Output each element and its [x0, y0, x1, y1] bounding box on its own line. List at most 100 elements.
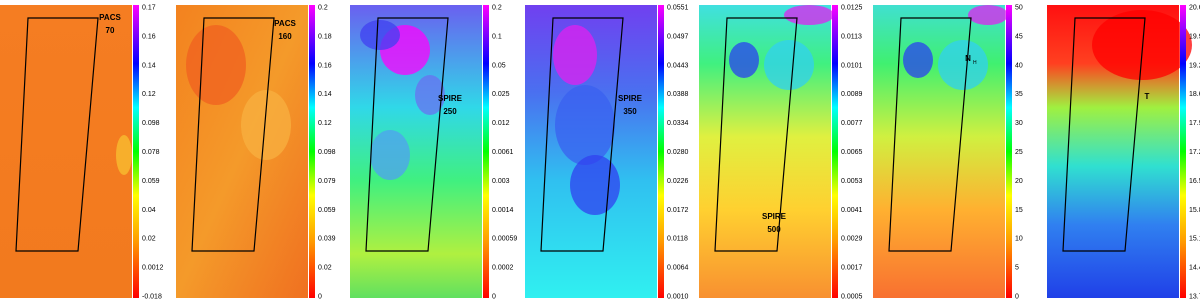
- colorbar-tick-label: 0.12: [318, 120, 332, 127]
- map-feature: [555, 85, 615, 165]
- map-image: [699, 5, 831, 298]
- map-image: [873, 5, 1005, 298]
- panel-label: PACS: [99, 13, 121, 22]
- panel: SPIRE 250 0.2 0.1 0.05 0.025 0.012 0.0061 0.003 0…: [350, 5, 517, 301]
- colorbar-tick-label: 17.2: [1189, 149, 1200, 156]
- colorbar-tick-label: 0.16: [142, 33, 156, 40]
- panel-label-subscript: H: [973, 60, 977, 66]
- colorbar-tick-label: 0.0012: [142, 265, 164, 272]
- colorbar-tick-label: 0.079: [318, 178, 336, 185]
- panel: PACS 160 0.2 0.18 0.16 0.14 0.12 0.098 0.079 0.05…: [176, 5, 336, 301]
- colorbar-tick-label: 0: [1015, 294, 1019, 301]
- colorbar-tick-label: 0.0280: [667, 149, 689, 156]
- panel: SPIRE 500 0.0125 0.0113 0.0101 0.0089 0.0077 0.…: [699, 5, 863, 301]
- colorbar-tick-label: 20.6: [1189, 5, 1200, 12]
- colorbar: [483, 5, 489, 298]
- map-feature: [968, 5, 1008, 25]
- panel-label: SPIRE: [618, 94, 643, 103]
- colorbar-tick-label: 0.098: [318, 149, 336, 156]
- colorbar-tick-label: 0.0101: [841, 62, 863, 69]
- map-feature: [903, 42, 933, 78]
- colorbar-tick-label: 0: [318, 294, 322, 301]
- colorbar-tick-label: 0.012: [492, 120, 510, 127]
- map-feature: [784, 5, 834, 25]
- map-feature: [241, 90, 291, 160]
- map-feature: [764, 40, 814, 90]
- panel-label: T: [1145, 92, 1150, 101]
- panel-label: 70: [106, 26, 115, 35]
- colorbar: [309, 5, 315, 298]
- colorbar-tick-label: 0.0010: [667, 294, 689, 301]
- map-feature: [186, 25, 246, 105]
- colorbar-tick-label: 17.9: [1189, 120, 1200, 127]
- colorbar-tick-label: 0.0002: [492, 265, 514, 272]
- colorbar-tick-label: 18.6: [1189, 91, 1200, 98]
- colorbar-tick-label: 15.1: [1189, 236, 1200, 243]
- colorbar-tick-label: 14.4: [1189, 265, 1200, 272]
- colorbar-tick-label: 30: [1015, 120, 1023, 127]
- colorbar-tick-label: -0.018: [142, 294, 162, 301]
- colorbar-tick-label: 0.02: [318, 265, 332, 272]
- colorbar-tick-label: 0.039: [318, 236, 336, 243]
- panel-label: SPIRE: [438, 94, 463, 103]
- colorbar-tick-label: 0.2: [492, 5, 502, 12]
- panel-label: N: [965, 54, 971, 63]
- colorbar-tick-label: 0.0061: [492, 149, 514, 156]
- colorbar-tick-label: 0.18: [318, 33, 332, 40]
- colorbar-tick-label: 0.04: [142, 207, 156, 214]
- colorbar-tick-label: 35: [1015, 91, 1023, 98]
- colorbar-tick-label: 0.0334: [667, 120, 689, 127]
- colorbar-tick-label: 0.0551: [667, 5, 689, 12]
- colorbar-tick-label: 10: [1015, 236, 1023, 243]
- colorbar-tick-label: 0.098: [142, 120, 160, 127]
- panel-label: 160: [278, 32, 292, 41]
- footprint: [191, 17, 275, 252]
- colorbar-tick-label: 0.16: [318, 62, 332, 69]
- colorbar-tick-label: 0.0064: [667, 265, 689, 272]
- footprint: [15, 17, 99, 252]
- panel-label: PACS: [274, 19, 296, 28]
- colorbar-tick-label: 5: [1015, 265, 1019, 272]
- map-feature: [370, 130, 410, 180]
- footprint: [365, 17, 449, 252]
- colorbar-tick-label: 15: [1015, 207, 1023, 214]
- footprint: [540, 17, 624, 252]
- colorbar-tick-label: 0.0014: [492, 207, 514, 214]
- colorbar-tick-label: 0.078: [142, 149, 160, 156]
- colorbar-tick-label: 0.0005: [841, 294, 863, 301]
- colorbar-tick-label: 0.0077: [841, 120, 863, 127]
- colorbar-tick-label: 0: [492, 294, 496, 301]
- map-image: [0, 5, 132, 298]
- panel: PACS 70 0.17 0.16 0.14 0.12 0.098 0.078 0.059 0.0…: [0, 5, 164, 301]
- map-feature: [570, 155, 620, 215]
- map-feature: [1092, 10, 1192, 80]
- colorbar-tick-label: 0.0172: [667, 207, 689, 214]
- colorbar-tick-label: 0.0125: [841, 5, 863, 12]
- footprint: [888, 17, 972, 252]
- map-feature: [360, 20, 400, 50]
- colorbar-tick-label: 0.0065: [841, 149, 863, 156]
- colorbar-tick-label: 19.9: [1189, 33, 1200, 40]
- colorbar-tick-label: 0.14: [142, 62, 156, 69]
- colorbar-tick-label: 0.0041: [841, 207, 863, 214]
- colorbar-tick-label: 0.14: [318, 91, 332, 98]
- colorbar-tick-label: 0.0388: [667, 91, 689, 98]
- colorbar-tick-label: 20: [1015, 178, 1023, 185]
- colorbar-tick-label: 0.0443: [667, 62, 689, 69]
- colorbar-tick-label: 0.0118: [667, 236, 688, 243]
- colorbar-tick-label: 25: [1015, 149, 1023, 156]
- colorbar-tick-label: 0.025: [492, 91, 510, 98]
- colorbar-tick-label: 0.0029: [841, 236, 863, 243]
- colorbar-tick-label: 13.7: [1189, 294, 1200, 301]
- colorbar-tick-label: 0.0226: [667, 178, 689, 185]
- colorbar-tick-label: 16.5: [1189, 178, 1200, 185]
- colorbar-tick-label: 0.0053: [841, 178, 863, 185]
- panel-label: SPIRE: [762, 212, 787, 221]
- panel-label: 350: [623, 107, 637, 116]
- panel: T 20.6 19.9 19.2 18.6 17.9 17.2 16.5 15.8 15.1 14.…: [1047, 5, 1200, 301]
- colorbar: [133, 5, 139, 298]
- footprint: [1062, 17, 1146, 252]
- colorbar-tick-label: 50: [1015, 5, 1023, 12]
